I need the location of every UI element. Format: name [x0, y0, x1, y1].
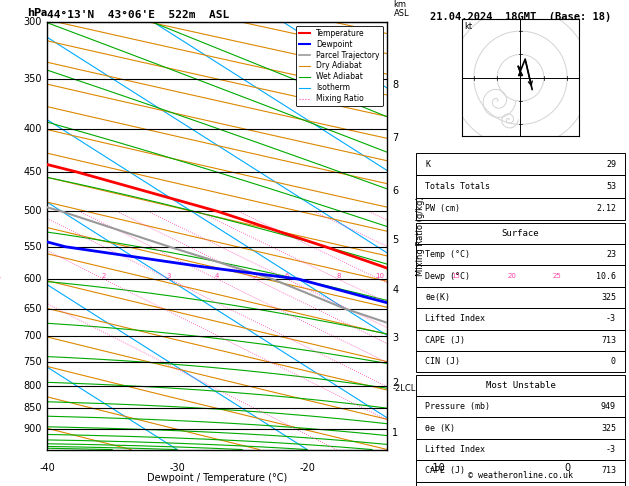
Text: 350: 350: [23, 74, 42, 84]
Text: 500: 500: [23, 207, 42, 216]
Text: 0: 0: [564, 464, 571, 473]
Bar: [416, 265, 625, 287]
Text: 4: 4: [214, 273, 219, 279]
Text: 2: 2: [392, 379, 399, 388]
Text: 450: 450: [23, 167, 42, 177]
Text: 600: 600: [23, 274, 42, 284]
Text: 2: 2: [102, 273, 106, 279]
Bar: [416, 351, 625, 372]
Text: Mixing Ratio (g/kg): Mixing Ratio (g/kg): [416, 196, 425, 276]
Text: 800: 800: [23, 381, 42, 391]
Bar: [416, 153, 625, 175]
Text: 6: 6: [392, 186, 399, 196]
Text: 4: 4: [392, 285, 399, 295]
Text: 8: 8: [336, 273, 340, 279]
Text: 900: 900: [23, 424, 42, 434]
Text: 8: 8: [392, 80, 399, 90]
Text: 1: 1: [0, 273, 1, 279]
Bar: [416, 244, 625, 265]
Text: Dewpoint / Temperature (°C): Dewpoint / Temperature (°C): [147, 473, 287, 483]
Text: -30: -30: [169, 464, 185, 473]
Text: -10: -10: [429, 464, 445, 473]
Bar: [416, 375, 625, 396]
Text: 0: 0: [611, 357, 616, 366]
Text: 700: 700: [23, 331, 42, 341]
Text: Surface: Surface: [502, 229, 539, 238]
Text: CAPE (J): CAPE (J): [425, 467, 465, 475]
Text: 300: 300: [23, 17, 42, 27]
Text: 10.6: 10.6: [596, 272, 616, 280]
Text: Most Unstable: Most Unstable: [486, 381, 555, 390]
Text: 750: 750: [23, 357, 42, 367]
Text: 400: 400: [23, 123, 42, 134]
Bar: [416, 175, 625, 198]
Text: 5: 5: [253, 273, 257, 279]
Text: 21.04.2024  18GMT  (Base: 18): 21.04.2024 18GMT (Base: 18): [430, 12, 611, 22]
Bar: [416, 330, 625, 351]
Text: 10: 10: [375, 273, 384, 279]
Bar: [416, 287, 625, 308]
Text: -2LCL: -2LCL: [392, 383, 416, 393]
Bar: [416, 223, 625, 244]
Bar: [416, 417, 625, 439]
Text: 3: 3: [167, 273, 171, 279]
Text: Dewp (°C): Dewp (°C): [425, 272, 470, 280]
Text: 44°13'N  43°06'E  522m  ASL: 44°13'N 43°06'E 522m ASL: [47, 10, 230, 20]
Text: hPa: hPa: [27, 8, 47, 17]
Text: 25: 25: [552, 273, 561, 279]
Text: -40: -40: [39, 464, 55, 473]
Bar: [416, 460, 625, 482]
Text: 850: 850: [23, 403, 42, 413]
Text: -20: -20: [299, 464, 315, 473]
Text: CIN (J): CIN (J): [425, 357, 460, 366]
Bar: [416, 198, 625, 220]
Text: Totals Totals: Totals Totals: [425, 182, 490, 191]
Text: 550: 550: [23, 242, 42, 252]
Text: 713: 713: [601, 336, 616, 345]
Text: 2.12: 2.12: [596, 205, 616, 213]
Text: 53: 53: [606, 182, 616, 191]
Text: Pressure (mb): Pressure (mb): [425, 402, 490, 411]
Text: kt: kt: [464, 22, 472, 31]
Text: -3: -3: [606, 445, 616, 454]
Text: PW (cm): PW (cm): [425, 205, 460, 213]
Text: Lifted Index: Lifted Index: [425, 445, 485, 454]
Text: 23: 23: [606, 250, 616, 259]
Text: 20: 20: [508, 273, 516, 279]
Text: θe (K): θe (K): [425, 424, 455, 433]
Text: 7: 7: [392, 133, 399, 143]
Text: CAPE (J): CAPE (J): [425, 336, 465, 345]
Text: 6: 6: [285, 273, 289, 279]
Text: 15: 15: [452, 273, 460, 279]
Text: Lifted Index: Lifted Index: [425, 314, 485, 323]
Text: 325: 325: [601, 424, 616, 433]
Text: 1: 1: [392, 428, 399, 438]
Text: 325: 325: [601, 293, 616, 302]
Text: Temp (°C): Temp (°C): [425, 250, 470, 259]
Text: km
ASL: km ASL: [394, 0, 409, 17]
Text: 5: 5: [392, 235, 399, 245]
Text: © weatheronline.co.uk: © weatheronline.co.uk: [468, 471, 573, 480]
Legend: Temperature, Dewpoint, Parcel Trajectory, Dry Adiabat, Wet Adiabat, Isotherm, Mi: Temperature, Dewpoint, Parcel Trajectory…: [296, 26, 383, 106]
Text: 3: 3: [392, 333, 399, 343]
Text: K: K: [425, 160, 430, 169]
Bar: [416, 308, 625, 330]
Text: 29: 29: [606, 160, 616, 169]
Bar: [416, 439, 625, 460]
Bar: [416, 396, 625, 417]
Text: 949: 949: [601, 402, 616, 411]
Text: -3: -3: [606, 314, 616, 323]
Text: θe(K): θe(K): [425, 293, 450, 302]
Bar: [416, 482, 625, 486]
Text: 713: 713: [601, 467, 616, 475]
Text: 650: 650: [23, 304, 42, 314]
